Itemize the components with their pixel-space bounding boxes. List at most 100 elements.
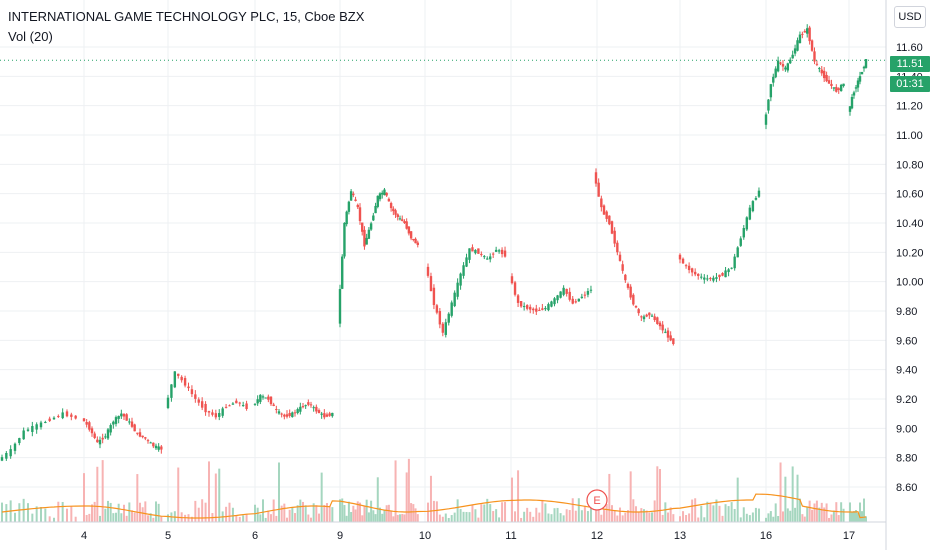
volume-bar [208,461,210,522]
candle-body-up [383,189,386,196]
volume-bar [245,513,248,522]
candlesticks [0,24,868,462]
candle-body-up [553,298,556,305]
candle-body-up [345,211,348,225]
candle-body-down [407,226,411,234]
volume-bar [27,503,29,522]
candle-body-down [781,64,785,67]
candle-body-down [293,412,297,414]
candle-body-down [605,211,608,219]
currency-button[interactable]: USD [894,6,926,28]
volume-bar [147,515,149,522]
volume-bar [520,517,523,522]
x-tick-label: 17 [843,530,855,542]
candle-body-down [396,214,399,218]
candle-body-up [173,371,177,388]
candle-body-down [285,414,289,417]
volume-bar [14,512,16,522]
candle-body-up [772,76,775,83]
volume-bar [786,508,789,522]
volume-bar [381,513,384,522]
volume-bar [672,514,675,522]
volume-bar [580,510,583,522]
candle-body-up [798,34,802,44]
candle-body-down [144,437,147,439]
candle-body-up [580,296,584,298]
volume-bar [559,513,562,522]
volume-bar [117,503,120,522]
candle-body-down [690,268,694,273]
volume-bar [341,498,344,522]
y-tick-label: 10.60 [896,189,924,201]
volume-bar [214,473,217,522]
candle-body-down [429,276,433,292]
volume-bar [709,503,712,522]
volume-indicator-label[interactable]: Vol (20) [8,29,53,44]
volume-bar [387,504,390,522]
candle-body-down [608,215,611,225]
earnings-marker[interactable]: E [586,489,608,511]
candle-body-down [574,301,577,303]
candle-body-up [128,421,131,423]
candle-body-up [577,298,581,302]
candle-body-down [825,75,828,82]
candle-body-down [133,424,136,432]
candle-body-up [544,307,547,310]
candle-body-down [529,306,532,310]
candle-body-down [491,253,495,255]
volume-bar [619,507,621,522]
volume-bar [101,460,104,522]
volume-bar [667,512,669,522]
volume-bar [733,508,736,522]
volume-bar [574,510,577,522]
volume-bar [562,515,565,522]
volume-bar [438,514,441,522]
candle-body-down [500,249,504,255]
volume-bar [583,505,586,522]
candle-body-up [39,422,43,428]
volume-bar [742,507,745,522]
x-tick-label: 11 [505,530,516,542]
candle-body-down [317,410,321,414]
candle-body-down [510,276,514,284]
candle-body-down [405,221,408,229]
volume-bar [796,474,799,522]
volume-bar [288,509,291,522]
candle-body-up [338,289,342,324]
candle-body-up [376,195,379,207]
candle-body-up [264,397,267,399]
candle-body-down [177,373,180,376]
volume-bar [328,506,331,522]
candle-body-up [547,304,550,311]
candle-body-down [301,406,305,408]
candle-body-down [681,258,685,264]
volume-bar [352,505,355,522]
candle-body-down [538,309,541,311]
volume-bar [553,508,556,522]
x-tick-label: 6 [252,530,258,542]
volume-bar [347,501,350,522]
volume-bar [784,476,787,522]
volume-ma-line [1,493,867,519]
volume-bar [611,505,613,522]
volume-bar [66,508,68,522]
volume-bar [61,501,64,522]
volume-bar [830,514,833,522]
x-tick-label: 9 [337,530,343,542]
candle-body-down [634,305,638,308]
volume-bar [504,501,507,522]
volume-bar [256,507,259,522]
candle-body-up [462,265,465,276]
candle-body-up [365,237,368,245]
volume-bar [571,498,574,522]
candle-body-up [61,412,64,419]
volume-bar [489,504,492,522]
candle-body-up [109,425,112,433]
volume-bar [703,517,706,522]
volume-bar [627,510,629,522]
volume-bar [447,517,450,522]
candle-body-down [385,192,388,196]
candle-body-down [204,403,207,413]
candle-body-up [852,92,856,96]
